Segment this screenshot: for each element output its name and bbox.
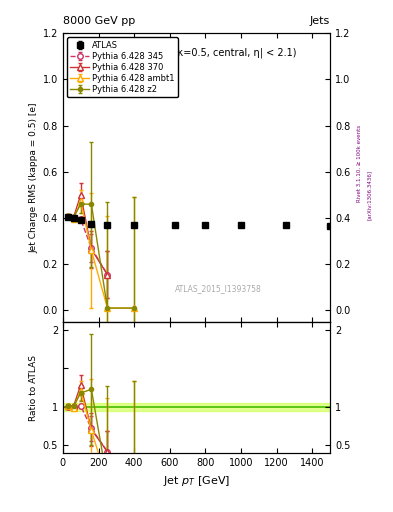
Text: ATLAS_2015_I1393758: ATLAS_2015_I1393758 xyxy=(174,284,261,293)
Text: [arXiv:1306.3436]: [arXiv:1306.3436] xyxy=(367,169,372,220)
Legend: ATLAS, Pythia 6.428 345, Pythia 6.428 370, Pythia 6.428 ambt1, Pythia 6.428 z2: ATLAS, Pythia 6.428 345, Pythia 6.428 37… xyxy=(67,37,178,97)
Y-axis label: Jet Charge RMS (kappa = 0.5) [e]: Jet Charge RMS (kappa = 0.5) [e] xyxy=(29,102,39,253)
X-axis label: Jet $p_T$ [GeV]: Jet $p_T$ [GeV] xyxy=(163,474,230,487)
Text: 8000 GeV pp: 8000 GeV pp xyxy=(63,15,135,26)
Bar xyxy=(63,403,330,411)
Text: Jet Charge RMS (κ=0.5, central, η| < 2.1): Jet Charge RMS (κ=0.5, central, η| < 2.1… xyxy=(96,48,297,58)
Text: Rivet 3.1.10, ≥ 100k events: Rivet 3.1.10, ≥ 100k events xyxy=(357,125,362,202)
Text: Jets: Jets xyxy=(310,15,330,26)
Y-axis label: Ratio to ATLAS: Ratio to ATLAS xyxy=(29,354,39,420)
